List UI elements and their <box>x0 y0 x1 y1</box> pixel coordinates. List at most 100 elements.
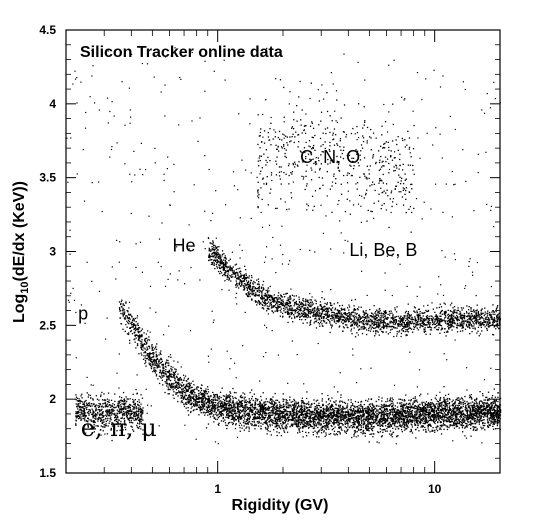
scatter-point <box>331 405 333 407</box>
scatter-point <box>485 396 487 399</box>
scatter-point <box>175 382 177 384</box>
scatter-point <box>221 413 224 415</box>
scatter-point <box>402 420 404 422</box>
scatter-point <box>401 412 403 415</box>
scatter-point <box>498 407 500 409</box>
scatter-point <box>153 369 155 371</box>
scatter-point <box>150 358 152 360</box>
scatter-point <box>472 426 474 428</box>
scatter-point <box>434 429 436 432</box>
scatter-point <box>416 407 418 409</box>
scatter-point <box>470 404 472 407</box>
scatter-point <box>312 427 314 430</box>
scatter-point <box>187 378 189 380</box>
scatter-point <box>396 402 399 404</box>
scatter-point <box>202 405 204 407</box>
scatter-point <box>253 416 255 418</box>
scatter-point <box>253 404 256 406</box>
scatter-point <box>198 404 200 406</box>
scatter-point <box>182 388 184 390</box>
scatter-point <box>338 409 340 411</box>
scatter-point <box>248 413 251 415</box>
scatter-point <box>188 399 191 401</box>
scatter-point <box>392 408 394 411</box>
scatter-point <box>212 391 214 394</box>
scatter-point <box>420 426 422 428</box>
scatter-point <box>209 400 212 402</box>
scatter-point <box>470 396 473 399</box>
scatter-point <box>480 417 482 420</box>
scatter-point <box>81 415 83 417</box>
scatter-point <box>468 402 470 404</box>
scatter-point <box>218 396 220 398</box>
scatter-point <box>433 404 435 406</box>
scatter-point <box>255 412 257 414</box>
scatter-point <box>254 415 256 417</box>
scatter-point <box>455 417 457 420</box>
scatter-point <box>243 425 245 427</box>
scatter-point <box>379 431 382 433</box>
scatter-point <box>120 303 122 306</box>
scatter-point <box>461 420 463 422</box>
scatter-point <box>101 406 103 408</box>
scatter-point <box>409 413 411 415</box>
scatter-point <box>384 420 387 422</box>
scatter-point <box>314 418 316 420</box>
scatter-point <box>286 407 288 409</box>
scatter-point <box>130 413 133 416</box>
scatter-point <box>229 404 231 407</box>
scatter-point <box>405 422 407 424</box>
scatter-point <box>338 411 340 413</box>
scatter-point <box>419 418 421 420</box>
scatter-point <box>323 420 325 422</box>
scatter-point <box>406 412 408 414</box>
scatter-point <box>462 420 464 422</box>
scatter-point <box>127 406 129 408</box>
scatter-point <box>217 404 219 406</box>
scatter-point <box>112 422 114 424</box>
scatter-point <box>211 412 213 415</box>
scatter-point <box>466 411 468 413</box>
scatter-point <box>271 421 273 423</box>
scatter-point <box>307 427 310 429</box>
scatter-point <box>123 414 126 416</box>
scatter-point <box>343 430 346 432</box>
scatter-point <box>442 413 444 415</box>
scatter-point <box>379 428 381 430</box>
scatter-point <box>357 409 359 411</box>
scatter-point <box>285 401 287 403</box>
scatter-point <box>296 406 299 408</box>
scatter-point <box>411 421 413 423</box>
scatter-point <box>128 409 131 412</box>
scatter-point <box>308 426 310 428</box>
scatter-point <box>487 422 490 424</box>
scatter-point <box>122 307 124 309</box>
scatter-point <box>200 397 202 399</box>
scatter-point <box>201 404 203 406</box>
scatter-point <box>189 401 191 403</box>
scatter-point <box>443 420 445 423</box>
scatter-point <box>347 414 349 416</box>
scatter-point <box>293 411 295 414</box>
scatter-point <box>269 425 271 427</box>
scatter-point <box>425 431 428 433</box>
scatter-point <box>458 422 461 424</box>
scatter-point <box>245 405 247 407</box>
scatter-point <box>360 424 362 427</box>
scatter-point <box>325 408 327 410</box>
scatter-point <box>388 412 390 415</box>
scatter-point <box>437 421 439 423</box>
scatter-point <box>266 409 269 411</box>
scatter-point <box>218 411 220 413</box>
scatter-point <box>152 364 154 366</box>
scatter-point <box>234 418 236 420</box>
scatter-point <box>135 406 137 408</box>
scatter-point <box>350 406 352 409</box>
scatter-point <box>471 414 473 416</box>
scatter-point <box>151 365 153 368</box>
scatter-point <box>471 405 473 407</box>
scatter-point <box>281 424 283 427</box>
scatter-point <box>408 399 410 401</box>
scatter-point <box>381 409 383 411</box>
scatter-point <box>211 400 213 403</box>
